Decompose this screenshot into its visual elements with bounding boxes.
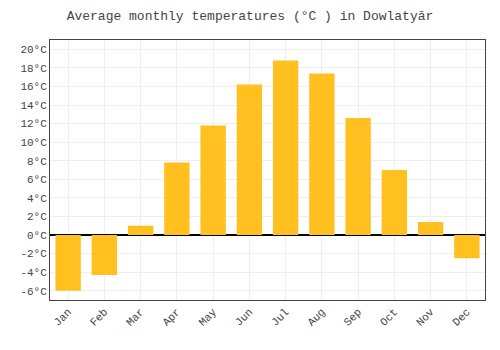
- svg-text:Apr: Apr: [160, 306, 182, 328]
- svg-text:Jun: Jun: [233, 306, 255, 328]
- svg-text:6°C: 6°C: [27, 174, 47, 186]
- svg-text:8°C: 8°C: [27, 156, 47, 168]
- svg-text:Jul: Jul: [269, 306, 291, 328]
- svg-text:Jan: Jan: [52, 306, 74, 328]
- svg-text:Oct: Oct: [378, 306, 400, 328]
- svg-text:0°C: 0°C: [27, 230, 47, 242]
- svg-text:20°C: 20°C: [20, 44, 47, 56]
- svg-text:4°C: 4°C: [27, 193, 47, 205]
- svg-text:-2°C: -2°C: [20, 248, 47, 260]
- svg-text:-6°C: -6°C: [20, 286, 47, 298]
- svg-text:-4°C: -4°C: [20, 267, 47, 279]
- svg-text:Nov: Nov: [414, 306, 437, 329]
- svg-text:Mar: Mar: [124, 306, 146, 328]
- svg-text:Feb: Feb: [88, 306, 110, 328]
- svg-text:Dec: Dec: [450, 306, 472, 328]
- svg-text:10°C: 10°C: [20, 137, 47, 149]
- svg-text:Sep: Sep: [342, 306, 364, 328]
- svg-text:2°C: 2°C: [27, 211, 47, 223]
- svg-text:16°C: 16°C: [20, 81, 47, 93]
- svg-text:14°C: 14°C: [20, 100, 47, 112]
- svg-text:12°C: 12°C: [20, 118, 47, 130]
- svg-text:Aug: Aug: [305, 306, 327, 328]
- svg-text:18°C: 18°C: [20, 63, 47, 75]
- svg-text:May: May: [197, 306, 220, 329]
- svg-text:Average monthly temperatures (: Average monthly temperatures (°C ) in Do…: [67, 9, 434, 24]
